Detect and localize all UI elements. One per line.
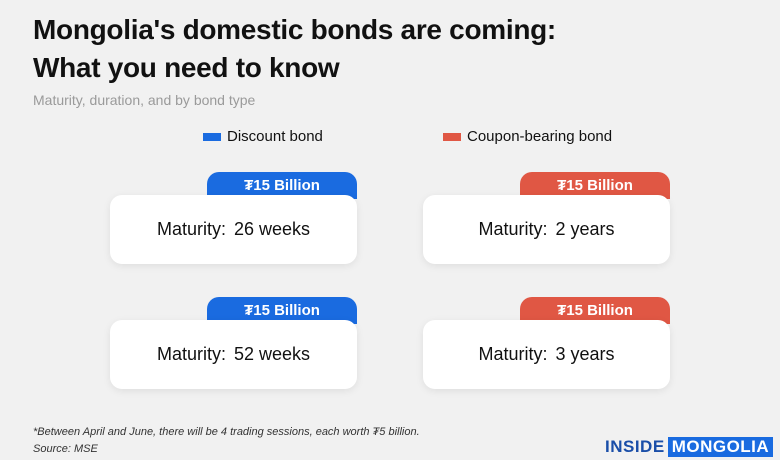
bond-card: Maturity: 3 years [423,320,670,389]
legend-item: Coupon-bearing bond [443,128,612,145]
title: What you need to know [33,52,340,83]
card-value: 52 weeks [233,344,311,364]
card-label: Maturity: [156,344,226,364]
legend-label: Discount bond [227,128,323,145]
footnote: *Between April and June, there will be 4… [33,426,420,438]
card-value: 26 weeks [233,219,311,239]
bond-card: Maturity: 52 weeks [110,320,357,389]
legend-label: Coupon-bearing bond [467,128,613,145]
brand: INSIDE MONGOLIA [605,437,774,457]
card-value: 3 years [555,344,615,364]
legend-item: Discount bond [203,128,323,145]
amount-tag: ₮15 Billion [207,172,357,199]
card-label: Maturity: [156,219,226,239]
brand-part: MONGOLIA [667,437,774,457]
legend-swatch [443,132,461,141]
subtitle: Maturity, duration, and by bond type [33,92,256,108]
brand-part: INSIDE [605,437,665,456]
card-value: 2 years [555,219,615,239]
bond-card: Maturity: 26 weeks [110,195,357,264]
bond-card: Maturity: 2 years [423,195,670,264]
amount-tag: ₮15 Billion [520,297,670,324]
source: Source: MSE [33,443,98,455]
card-label: Maturity: [478,219,548,239]
amount-tag: ₮15 Billion [520,172,670,199]
legend-swatch [203,132,221,141]
title: Mongolia's domestic bonds are coming: [33,14,556,45]
card-label: Maturity: [478,344,548,364]
amount-tag: ₮15 Billion [207,297,357,324]
